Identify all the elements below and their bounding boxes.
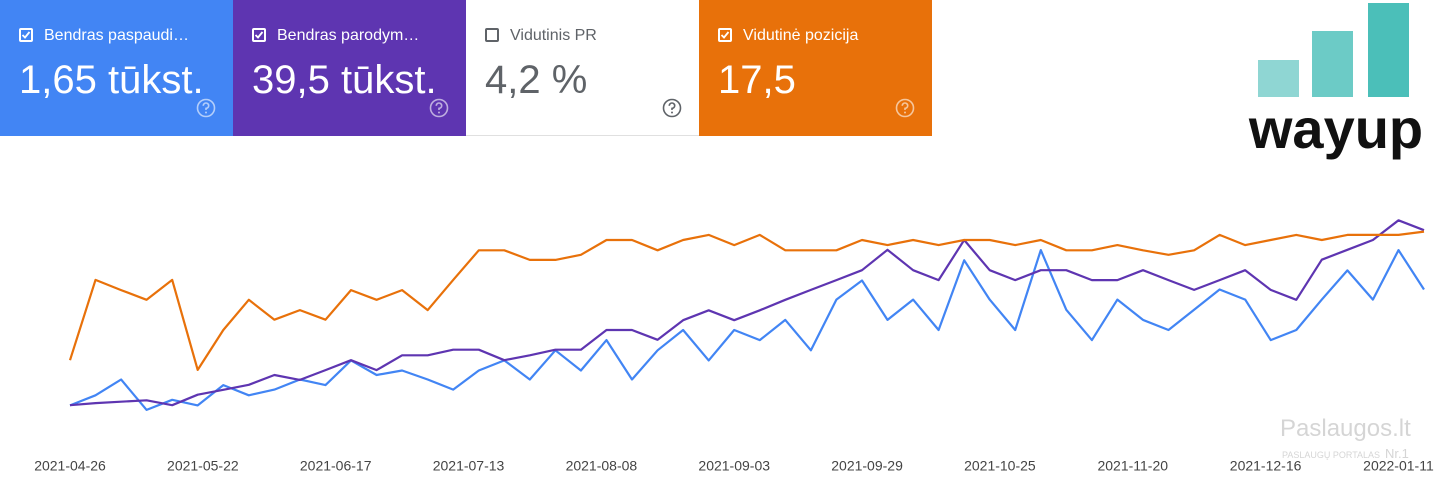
help-icon [662,98,682,118]
check-mark [720,31,730,39]
metric-card[interactable]: Bendras parodym… 39,5 tūkst. [233,0,466,136]
help-icon [429,98,449,118]
checkbox [485,28,499,42]
help-glyph [901,102,909,110]
x-tick-label: 2021-04-26 [34,458,106,474]
checkbox [19,28,33,42]
help-circle [895,98,915,118]
watermark-title: Paslaugos.lt [1280,415,1411,442]
card-value: 4,2 % [485,58,588,102]
help-glyph [668,102,676,110]
help-dot [438,111,440,114]
help-circle [196,98,216,118]
help-glyph [202,102,210,110]
check-mark [21,31,31,39]
check-path [254,31,264,39]
x-tick-label: 2021-10-25 [964,458,1036,474]
series-line [69,249,1425,411]
help-icon [895,98,915,118]
series-line [68,230,1425,371]
logo-text: wayup [1248,97,1423,160]
x-tick-label: 2021-07-13 [433,458,505,474]
watermark-badge: Nr.1 [1385,446,1409,461]
help-circle [429,98,449,118]
card-label: Bendras parodym… [277,27,420,44]
logo-bar [1368,3,1409,97]
check-path [21,31,31,39]
series-line [69,219,1425,407]
x-tick-label: 2021-09-29 [831,458,903,474]
logo: wayup [1248,3,1423,160]
checkbox [718,28,732,42]
x-tick-label: 2021-09-03 [698,458,770,474]
x-tick-label: 2021-08-08 [566,458,638,474]
card-value: 17,5 [718,58,796,102]
x-tick-label: 2021-11-20 [1097,458,1168,474]
checkbox [252,28,266,42]
help-dot [671,111,673,114]
help-dot [205,111,207,114]
card-label: Bendras paspaudi… [44,27,189,44]
logo-bar [1258,60,1299,97]
help-icon [196,98,216,118]
x-tick-label: 2022-01-11 [1363,458,1434,474]
help-dot [904,111,906,114]
logo-bar [1312,31,1353,97]
metric-card[interactable]: Bendras paspaudi… 1,65 tūkst. [0,0,233,136]
help-glyph [435,102,443,110]
x-tick-label: 2021-06-17 [300,458,372,474]
help-circle [662,98,682,118]
x-tick-label: 2021-12-16 [1230,458,1302,474]
check-mark [254,31,264,39]
card-value: 39,5 tūkst. [252,58,437,102]
metric-card[interactable]: Vidutinis PR 4,2 % [466,0,699,136]
check-path [720,31,730,39]
watermark: Paslaugos.lt PASLAUGŲ PORTALAS Nr.1 [1280,415,1411,461]
card-label: Vidutinė pozicija [743,27,859,44]
x-tick-label: 2021-05-22 [167,458,239,474]
metric-cards: Bendras paspaudi… 1,65 tūkst. Bendras paro… [0,0,932,136]
card-label: Vidutinis PR [510,27,597,44]
card-value: 1,65 tūkst. [19,58,204,102]
watermark-subtitle: PASLAUGŲ PORTALAS [1282,450,1380,460]
metric-card[interactable]: Vidutinė pozicija 17,5 [699,0,932,136]
